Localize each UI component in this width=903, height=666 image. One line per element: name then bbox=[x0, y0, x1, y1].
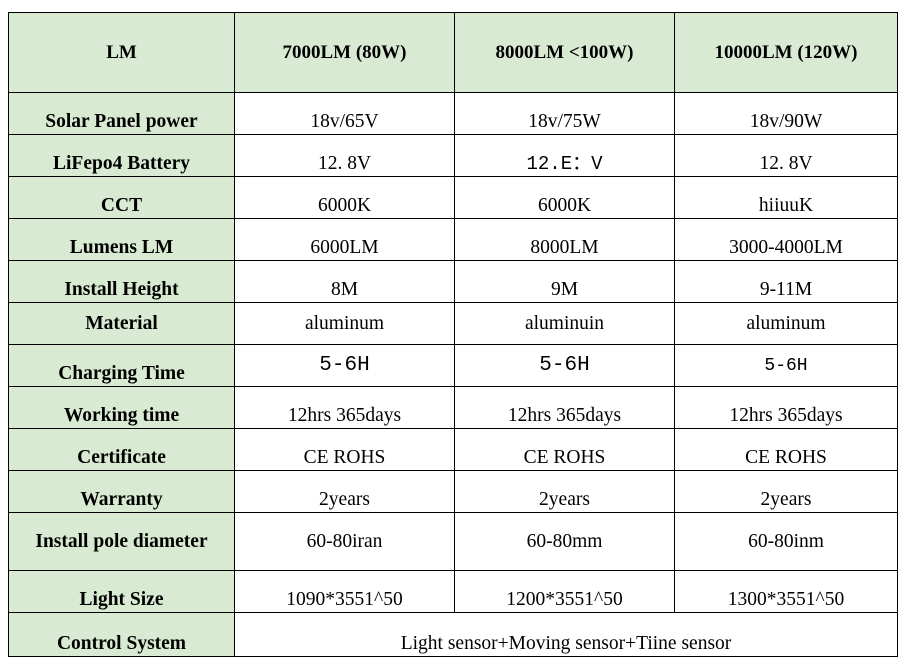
row-control-system: Control System Light sensor+Moving senso… bbox=[8, 612, 898, 657]
cell-100w: 5-6H bbox=[454, 344, 675, 387]
cell-100w: aluminuin bbox=[454, 302, 675, 345]
control-system-value: Light sensor+Moving sensor+Tiine sensor bbox=[234, 612, 898, 657]
cell-80w: 8M bbox=[234, 260, 455, 303]
row-label: Light Size bbox=[8, 570, 235, 613]
row-label: Working time bbox=[8, 386, 235, 429]
header-col-120w: 10000LM (120W) bbox=[674, 12, 898, 93]
row-label: Charging Time bbox=[8, 344, 235, 387]
cell-80w: 6000LM bbox=[234, 218, 455, 261]
cell-80w: 6000K bbox=[234, 176, 455, 219]
cell-120w: CE ROHS bbox=[674, 428, 898, 471]
header-col-80w: 7000LM (80W) bbox=[234, 12, 455, 93]
row-label: Solar Panel power bbox=[8, 92, 235, 135]
cell-120w: 60-80inm bbox=[674, 512, 898, 571]
cell-80w: aluminum bbox=[234, 302, 455, 345]
row-certificate: Certificate CE ROHS CE ROHS CE ROHS bbox=[8, 428, 898, 471]
header-col-100w: 8000LM <100W) bbox=[454, 12, 675, 93]
cell-80w: 12hrs 365days bbox=[234, 386, 455, 429]
row-label: Certificate bbox=[8, 428, 235, 471]
cell-120w: hiiuuK bbox=[674, 176, 898, 219]
cell-120w: 12hrs 365days bbox=[674, 386, 898, 429]
cell-100w: 18v/75W bbox=[454, 92, 675, 135]
cell-100w: CE ROHS bbox=[454, 428, 675, 471]
row-working-time: Working time 12hrs 365days 12hrs 365days… bbox=[8, 386, 898, 429]
cell-80w: 5-6H bbox=[234, 344, 455, 387]
row-material: Material aluminum aluminuin aluminum bbox=[8, 302, 898, 345]
cell-80w: 1090*3551^50 bbox=[234, 570, 455, 613]
row-label: Install pole diameter bbox=[8, 512, 235, 571]
row-install-pole-diameter: Install pole diameter 60-80iran 60-80mm … bbox=[8, 512, 898, 571]
cell-80w: CE ROHS bbox=[234, 428, 455, 471]
cell-120w: 18v/90W bbox=[674, 92, 898, 135]
header-label: LM bbox=[8, 12, 235, 93]
header-row: LM 7000LM (80W) 8000LM <100W) 10000LM (1… bbox=[8, 12, 898, 93]
cell-80w: 12. 8V bbox=[234, 134, 455, 177]
row-label: Install Height bbox=[8, 260, 235, 303]
row-install-height: Install Height 8M 9M 9-11M bbox=[8, 260, 898, 303]
spec-table: LM 7000LM (80W) 8000LM <100W) 10000LM (1… bbox=[8, 12, 898, 657]
row-light-size: Light Size 1090*3551^50 1200*3551^50 130… bbox=[8, 570, 898, 613]
cell-120w: aluminum bbox=[674, 302, 898, 345]
cell-80w: 18v/65V bbox=[234, 92, 455, 135]
cell-100w: 12hrs 365days bbox=[454, 386, 675, 429]
row-label: Lumens LM bbox=[8, 218, 235, 261]
cell-120w: 5-6H bbox=[674, 344, 898, 387]
row-lumens: Lumens LM 6000LM 8000LM 3000-4000LM bbox=[8, 218, 898, 261]
cell-100w: 12.E：V bbox=[454, 134, 675, 177]
cell-120w: 12. 8V bbox=[674, 134, 898, 177]
cell-120w: 3000-4000LM bbox=[674, 218, 898, 261]
cell-100w: 8000LM bbox=[454, 218, 675, 261]
cell-120w: 2years bbox=[674, 470, 898, 513]
row-label: Material bbox=[8, 302, 235, 345]
row-charging-time: Charging Time 5-6H 5-6H 5-6H bbox=[8, 344, 898, 387]
row-label: Warranty bbox=[8, 470, 235, 513]
cell-100w: 1200*3551^50 bbox=[454, 570, 675, 613]
row-label: Control System bbox=[8, 612, 235, 657]
row-solar-panel-power: Solar Panel power 18v/65V 18v/75W 18v/90… bbox=[8, 92, 898, 135]
cell-100w: 60-80mm bbox=[454, 512, 675, 571]
cell-120w: 1300*3551^50 bbox=[674, 570, 898, 613]
row-label: LiFepo4 Battery bbox=[8, 134, 235, 177]
cell-100w: 2years bbox=[454, 470, 675, 513]
row-cct: CCT 6000K 6000K hiiuuK bbox=[8, 176, 898, 219]
cell-80w: 2years bbox=[234, 470, 455, 513]
row-lifepo4-battery: LiFepo4 Battery 12. 8V 12.E：V 12. 8V bbox=[8, 134, 898, 177]
cell-100w: 9M bbox=[454, 260, 675, 303]
row-warranty: Warranty 2years 2years 2years bbox=[8, 470, 898, 513]
cell-120w: 9-11M bbox=[674, 260, 898, 303]
cell-80w: 60-80iran bbox=[234, 512, 455, 571]
cell-100w: 6000K bbox=[454, 176, 675, 219]
row-label: CCT bbox=[8, 176, 235, 219]
